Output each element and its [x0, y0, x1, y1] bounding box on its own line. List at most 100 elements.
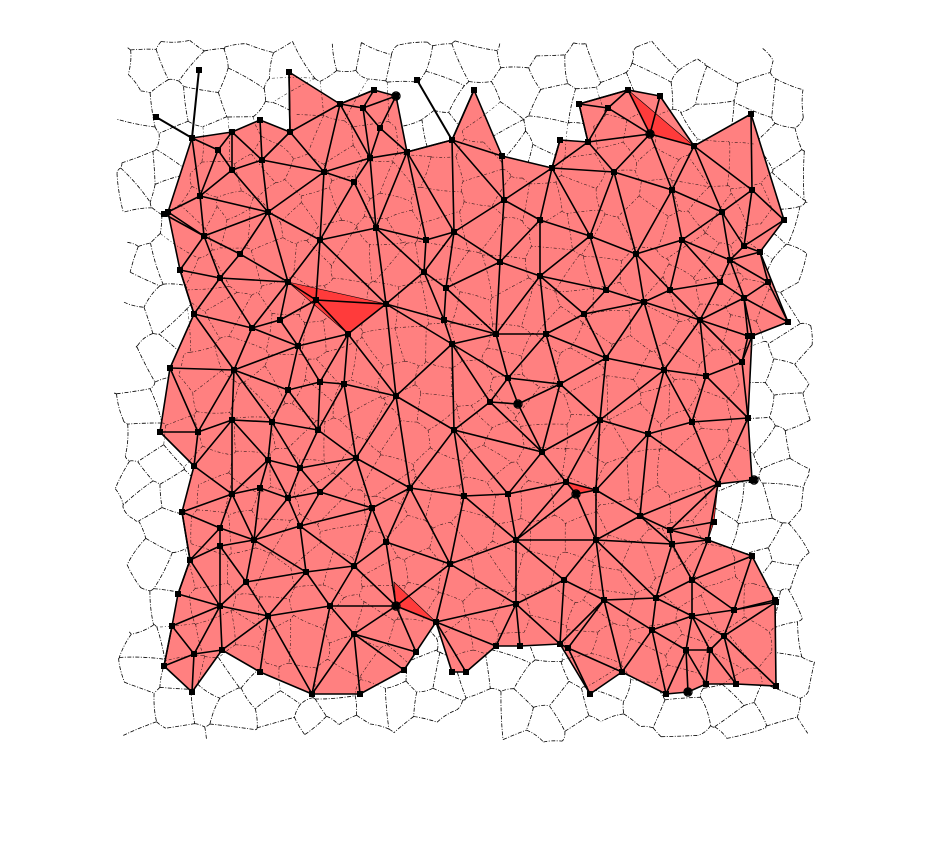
- sensor-node: [625, 87, 631, 93]
- mesh-edge: [385, 303, 445, 321]
- mesh-edge: [323, 103, 341, 173]
- sensor-node: [191, 311, 197, 317]
- sensor-node: [587, 233, 593, 239]
- mesh-edge: [669, 521, 715, 531]
- boundary-edge: [559, 139, 589, 143]
- mesh-edge: [181, 493, 233, 513]
- mesh-edge: [287, 381, 321, 391]
- mesh-edge: [751, 189, 785, 221]
- mesh-edge: [449, 563, 517, 605]
- mesh-edge: [217, 149, 233, 171]
- mesh-edge: [443, 287, 447, 321]
- mesh-edge: [587, 141, 615, 173]
- mesh-edge: [595, 539, 673, 545]
- mesh-edge: [639, 515, 671, 531]
- mesh-edge: [251, 327, 299, 347]
- mesh-edge: [315, 299, 387, 305]
- mesh-edge: [635, 253, 645, 303]
- sensor-node: [286, 69, 292, 75]
- sensor-node: [285, 279, 291, 285]
- mesh-edge: [681, 239, 721, 283]
- sensor-node: [217, 543, 223, 549]
- mesh-edge: [355, 457, 373, 509]
- mesh-edge: [425, 231, 455, 241]
- sensor-node: [317, 489, 323, 495]
- mesh-edge: [423, 271, 447, 289]
- mesh-edge: [599, 369, 665, 421]
- sensor-node: [513, 537, 519, 543]
- mesh-edge: [271, 421, 319, 431]
- sensor-node: [414, 77, 420, 83]
- boundary-edge: [163, 665, 193, 693]
- sensor-node: [493, 331, 499, 337]
- mesh-edge: [167, 195, 201, 213]
- sensor-node: [749, 187, 755, 193]
- sensor-node: [257, 117, 263, 123]
- boundary-edge: [288, 71, 341, 105]
- sensor-node: [471, 87, 477, 93]
- mesh-edge: [385, 541, 397, 607]
- mesh-edge: [189, 527, 221, 561]
- mesh-edge: [221, 615, 269, 651]
- mesh-edge: [669, 483, 719, 531]
- boundary-edge: [181, 511, 191, 561]
- sensor-node: [601, 597, 607, 603]
- sensor-node: [315, 427, 321, 433]
- mesh-edge: [231, 493, 255, 541]
- ringed-node: [683, 687, 693, 697]
- sensor-node: [641, 299, 647, 305]
- mesh-edge: [369, 157, 377, 229]
- mesh-edge: [179, 235, 205, 271]
- inner-cell-boundaries: [156, 77, 781, 698]
- mesh-edge: [267, 171, 325, 213]
- mesh-edge: [239, 211, 269, 255]
- sensor-node: [749, 333, 755, 339]
- mesh-edge: [495, 261, 501, 335]
- mesh-edge: [375, 151, 408, 229]
- mesh-edge: [723, 601, 777, 637]
- boundary-edge: [735, 683, 777, 687]
- sensor-node: [217, 525, 223, 531]
- sensor-node: [661, 367, 667, 373]
- boundary-edge: [191, 649, 223, 693]
- sensor-node: [337, 101, 343, 107]
- sensor-node: [219, 647, 225, 653]
- mesh-edge: [691, 421, 719, 485]
- mesh-edge: [741, 361, 749, 419]
- sensor-node: [441, 317, 447, 323]
- mesh-edge: [219, 539, 255, 547]
- mesh-edge: [507, 451, 543, 495]
- boundary-edge: [751, 555, 776, 601]
- mesh-edge: [339, 103, 364, 109]
- sensor-node: [772, 597, 778, 603]
- mesh-edge: [605, 357, 665, 371]
- mesh-edge: [171, 625, 195, 655]
- mesh-edge: [287, 281, 317, 301]
- mesh-edge: [451, 139, 505, 201]
- mesh-edge: [743, 189, 753, 247]
- sensor-node: [259, 157, 265, 163]
- sensor-node: [451, 229, 457, 235]
- mesh-edge: [647, 369, 665, 435]
- mesh-edge: [279, 299, 317, 321]
- mesh-edge: [299, 467, 321, 493]
- mesh-edge: [199, 169, 233, 197]
- sensor-node: [561, 577, 567, 583]
- mesh-edge: [489, 377, 509, 403]
- mesh-edge: [287, 345, 299, 391]
- sensor-node: [669, 187, 675, 193]
- mesh-edge: [681, 211, 723, 241]
- mesh-edge: [231, 487, 261, 495]
- mesh-edge: [219, 527, 255, 541]
- mesh-edge: [655, 543, 673, 599]
- mesh-edge: [559, 579, 565, 645]
- mesh-edge: [299, 507, 373, 527]
- mesh-edge: [507, 493, 517, 541]
- sensor-node: [689, 419, 695, 425]
- mesh-edge: [495, 333, 509, 379]
- sensor-node: [217, 275, 223, 281]
- sensor-node: [719, 209, 725, 215]
- mesh-edge: [699, 281, 721, 321]
- sensor-node: [297, 465, 303, 471]
